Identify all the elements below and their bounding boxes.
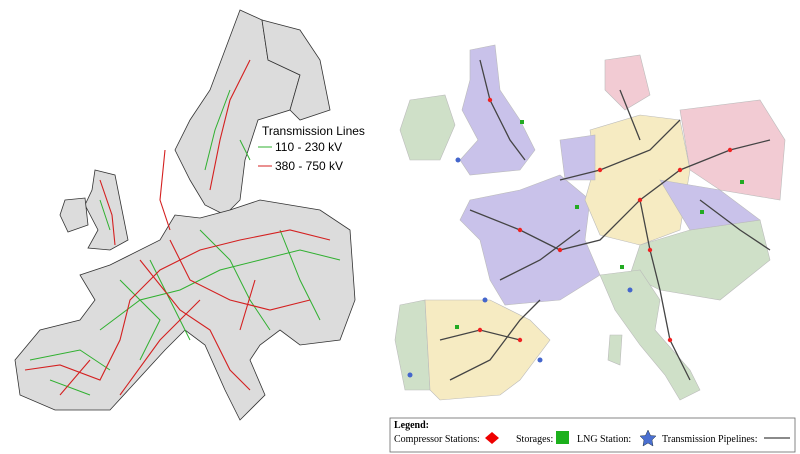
region-denmark bbox=[604, 54, 651, 111]
legend-entry: 380 - 750 kV bbox=[275, 159, 343, 173]
legend-label: Compressor Stations: bbox=[394, 434, 480, 445]
lng-markers bbox=[407, 157, 633, 378]
region-sardinia bbox=[607, 334, 623, 366]
region-spain bbox=[424, 299, 551, 401]
legend-title: Legend: bbox=[394, 420, 429, 431]
region-czech bbox=[659, 179, 761, 231]
compressor-markers bbox=[477, 97, 733, 343]
legend-label: LNG Station: bbox=[577, 434, 631, 445]
gas-map: Legend: Compressor Stations: Storages: L… bbox=[389, 44, 796, 453]
storage-markers bbox=[455, 120, 744, 329]
lng-icon bbox=[639, 429, 657, 447]
legend-label: Transmission Pipelines: bbox=[662, 434, 757, 445]
region-germany bbox=[584, 114, 691, 246]
region-ireland bbox=[399, 94, 456, 161]
region-france bbox=[459, 174, 601, 306]
compressor-icon bbox=[485, 432, 499, 444]
region-benelux bbox=[559, 134, 596, 181]
region-italy bbox=[599, 269, 701, 401]
storage-icon bbox=[556, 431, 569, 444]
legend-label: Storages: bbox=[516, 434, 553, 445]
finland bbox=[261, 19, 331, 121]
uk bbox=[84, 169, 129, 251]
region-uk bbox=[459, 44, 536, 176]
ireland bbox=[59, 197, 89, 233]
legend-entry: 110 - 230 kV bbox=[275, 140, 342, 154]
region-portugal bbox=[394, 299, 431, 391]
continent bbox=[14, 199, 356, 421]
electricity-map: Transmission Lines 110 - 230 kV 380 - 75… bbox=[14, 9, 365, 421]
legend-box bbox=[389, 417, 796, 453]
network-green bbox=[29, 89, 341, 396]
legend-title: Transmission Lines bbox=[262, 124, 365, 138]
network-red bbox=[24, 59, 331, 396]
